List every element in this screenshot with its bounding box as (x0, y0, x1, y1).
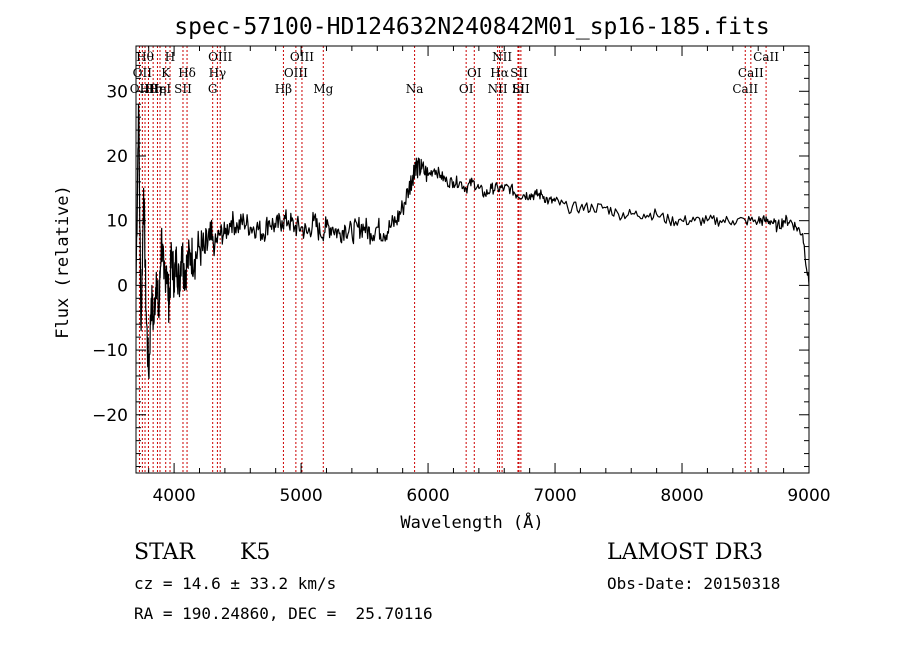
spectral-line-label: OI (459, 82, 474, 96)
spectral-line-label: CaII (732, 82, 758, 96)
spectral-line-label: OIII (290, 50, 314, 64)
spectral-line-label: Na (406, 82, 424, 96)
spectral-line-label: CaII (753, 50, 779, 64)
y-axis-label: Flux (relative) (53, 185, 73, 339)
coordinates: RA = 190.24860, DEC = 25.70116 (134, 604, 433, 623)
spectral-line-label: SII (510, 66, 528, 80)
spectral-line-label: Hβ (275, 82, 292, 96)
axis-ticks (136, 46, 810, 473)
x-tick-label: 4000 (152, 486, 195, 506)
spectral-line-label: SII (512, 82, 530, 96)
spectral-line-label: H (165, 50, 175, 64)
x-tick-label: 8000 (660, 486, 703, 506)
spectrum-line (135, 103, 810, 379)
y-tick-label: −10 (92, 341, 128, 361)
spectral-line-label: G (208, 82, 218, 96)
y-tick-label: 0 (117, 276, 128, 296)
spectral-line-label: HeI (149, 82, 172, 96)
object-class: STAR (134, 540, 195, 565)
spectral-line-label: Li (512, 82, 524, 96)
spectral-line-label: NII (488, 82, 508, 96)
spectral-line-label: OIII (284, 66, 308, 80)
spectral-line-label: NII (492, 50, 512, 64)
spectral-line-markers (138, 46, 767, 473)
spectral-line-label: Hγ (209, 66, 227, 80)
x-tick-label: 5000 (279, 486, 322, 506)
spectral-line-label: OIII (208, 50, 232, 64)
spectral-line-label: Hθ (140, 82, 158, 96)
y-tick-label: 10 (106, 212, 128, 232)
spectral-line-label: SII (174, 82, 192, 96)
object-subclass: K5 (240, 540, 271, 565)
redshift-cz: cz = 14.6 ± 33.2 km/s (134, 574, 337, 593)
spectral-line-label: K (161, 66, 171, 80)
spectral-line-label: Hη (149, 82, 167, 96)
x-tick-label: 9000 (787, 486, 830, 506)
spectral-line-label: CaII (738, 66, 764, 80)
plot-frame (135, 45, 810, 474)
axis-tick-labels: 4000 5000 6000 7000 8000 9000 −20 −10 0 10 20 30 (92, 82, 831, 506)
spectral-line-label: Hα (490, 66, 509, 80)
spectral-line-labels: OIIOIIHθHθHηHηHeIKHSIIHδGHγOIIIHβOIIIOII… (130, 50, 779, 96)
x-tick-label: 6000 (406, 486, 449, 506)
spectral-line-label: OII (130, 82, 150, 96)
y-tick-label: −20 (92, 406, 128, 426)
x-tick-label: 7000 (533, 486, 576, 506)
spectral-line-label: Hδ (178, 66, 196, 80)
spectral-line-label: Mg (313, 82, 333, 96)
y-tick-label: 30 (106, 82, 128, 102)
spectral-line-label: Hθ (136, 50, 154, 64)
spectral-line-label: Hη (144, 82, 162, 96)
spectral-line-label: OI (467, 66, 482, 80)
obs-date: Obs-Date: 20150318 (607, 574, 781, 593)
x-axis-label: Wavelength (Å) (400, 511, 543, 533)
spectral-line-label: OII (133, 66, 153, 80)
survey-name: LAMOST DR3 (607, 540, 763, 565)
y-tick-label: 20 (106, 147, 128, 167)
chart-title: spec-57100-HD124632N240842M01_sp16-185.f… (174, 14, 769, 40)
